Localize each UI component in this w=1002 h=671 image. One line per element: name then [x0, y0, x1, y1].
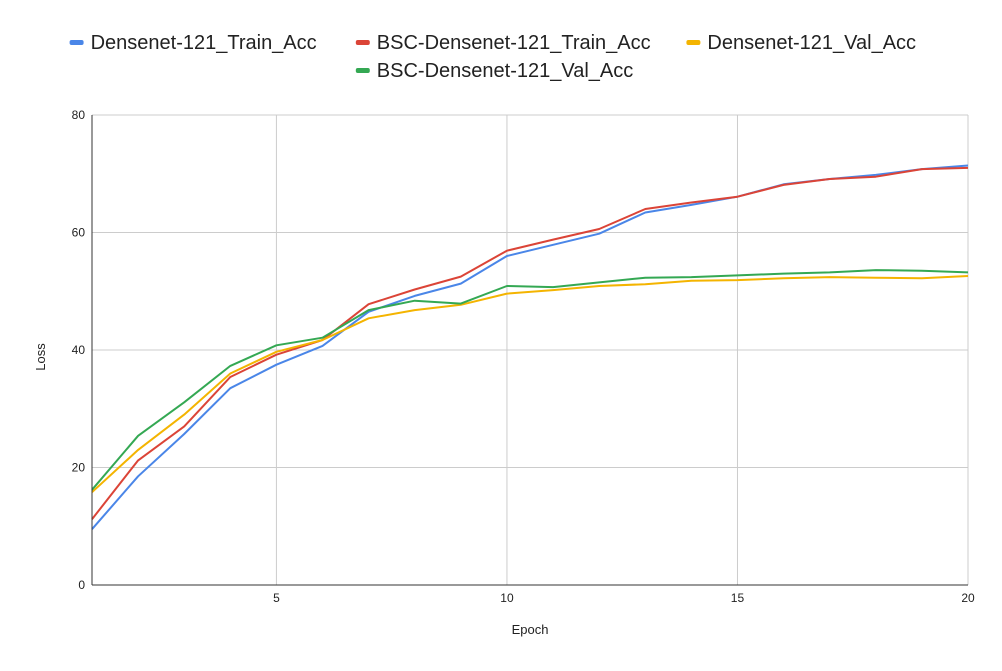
- axes: [91, 115, 968, 586]
- legend-label: BSC-Densenet-121_Train_Acc: [377, 32, 651, 54]
- legend-swatch: [69, 40, 84, 45]
- series-line-bsc-densenet-121-train-acc: [91, 166, 969, 520]
- legend-item: BSC-Densenet-121_Val_Acc: [355, 60, 633, 82]
- legend-swatch: [686, 40, 701, 45]
- legend-label: Densenet-121_Val_Acc: [707, 32, 916, 54]
- legend-label: Densenet-121_Train_Acc: [91, 32, 317, 54]
- y-tick-label: 80: [72, 108, 86, 122]
- y-tick-label: 20: [72, 461, 86, 475]
- y-tick-label: 0: [78, 578, 85, 592]
- legend-label: BSC-Densenet-121_Val_Acc: [377, 60, 633, 82]
- x-tick-label: 5: [273, 591, 280, 605]
- legend-swatch: [355, 68, 370, 73]
- tick-labels: 0 20 40 60 80 5 10 15 20: [72, 108, 975, 605]
- x-axis-title: Epoch: [512, 622, 549, 637]
- x-tick-label: 15: [731, 591, 745, 605]
- legend-item: BSC-Densenet-121_Train_Acc: [355, 32, 651, 54]
- y-tick-label: 60: [72, 226, 86, 240]
- y-axis-title: Loss: [33, 343, 48, 371]
- legend-item: Densenet-121_Train_Acc: [69, 32, 317, 54]
- legend: Densenet-121_Train_Acc BSC-Densenet-121_T…: [69, 32, 916, 82]
- x-tick-label: 20: [961, 591, 975, 605]
- legend-item: Densenet-121_Val_Acc: [686, 32, 916, 54]
- series-line-bsc-densenet-121-val-acc: [91, 269, 969, 491]
- legend-swatch: [355, 40, 370, 45]
- y-tick-label: 40: [72, 343, 86, 357]
- series-line-densenet-121-val-acc: [91, 275, 969, 493]
- gridlines: [92, 114, 969, 585]
- x-tick-label: 10: [500, 591, 514, 605]
- series-lines: [91, 164, 969, 530]
